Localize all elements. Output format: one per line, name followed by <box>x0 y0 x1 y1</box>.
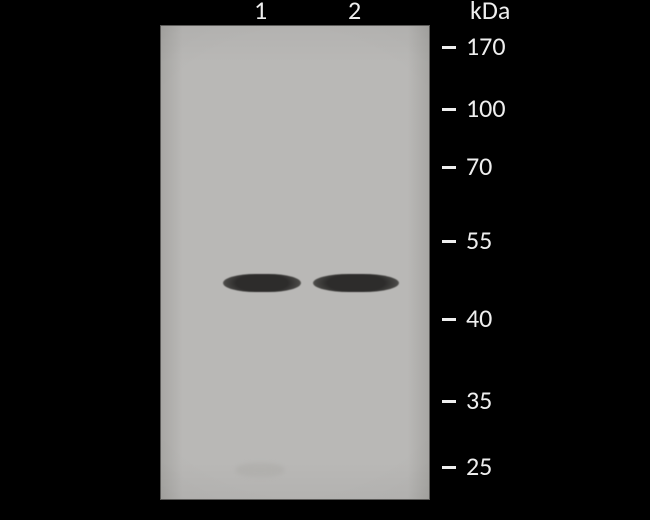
unit-label-kda: kDa <box>470 0 510 26</box>
membrane-surface <box>161 26 429 499</box>
lane-label-1: 1 <box>254 0 267 26</box>
marker-tick-170 <box>442 46 456 49</box>
lane-label-2: 2 <box>348 0 361 26</box>
marker-tick-25 <box>442 466 456 469</box>
marker-value-35: 35 <box>466 384 492 416</box>
band-lane-2 <box>313 274 399 292</box>
marker-value-170: 170 <box>466 30 506 62</box>
marker-value-70: 70 <box>466 150 492 182</box>
marker-tick-40 <box>442 318 456 321</box>
marker-tick-70 <box>442 166 456 169</box>
blot-stage: 1 2 kDa 170 100 70 55 40 35 25 <box>0 0 650 520</box>
marker-tick-100 <box>442 108 456 111</box>
faint-mark-0 <box>235 463 285 477</box>
marker-tick-35 <box>442 400 456 403</box>
marker-value-40: 40 <box>466 302 492 334</box>
band-lane-1 <box>223 274 301 292</box>
marker-tick-55 <box>442 240 456 243</box>
membrane <box>160 25 430 500</box>
marker-value-100: 100 <box>466 92 506 124</box>
marker-value-55: 55 <box>466 224 492 256</box>
marker-value-25: 25 <box>466 450 492 482</box>
